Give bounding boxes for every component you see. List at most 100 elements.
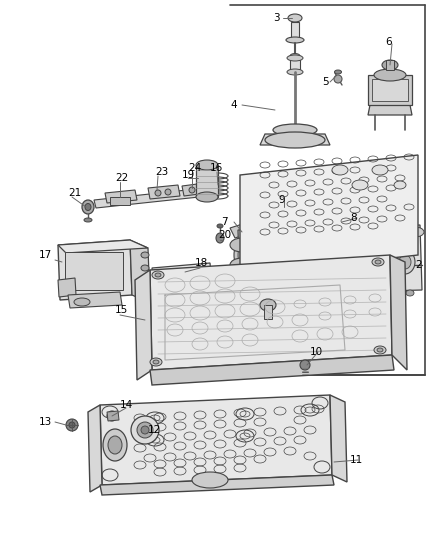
Ellipse shape: [398, 255, 410, 269]
Ellipse shape: [141, 289, 148, 295]
Text: 4: 4: [230, 100, 237, 110]
Polygon shape: [230, 220, 259, 238]
Text: 8: 8: [349, 213, 356, 223]
Polygon shape: [135, 270, 152, 380]
Text: 22: 22: [115, 173, 128, 183]
Polygon shape: [367, 105, 411, 115]
Ellipse shape: [141, 426, 148, 434]
Ellipse shape: [299, 360, 309, 370]
Ellipse shape: [141, 252, 148, 258]
Ellipse shape: [286, 55, 302, 61]
Ellipse shape: [288, 227, 306, 237]
Text: 21: 21: [68, 188, 81, 198]
Polygon shape: [150, 255, 391, 370]
Polygon shape: [68, 292, 122, 308]
Bar: [195, 165, 218, 197]
Ellipse shape: [141, 265, 148, 271]
Ellipse shape: [316, 250, 336, 274]
Ellipse shape: [380, 290, 388, 296]
Ellipse shape: [346, 255, 358, 269]
Ellipse shape: [230, 273, 254, 287]
Polygon shape: [107, 411, 119, 421]
Ellipse shape: [376, 280, 390, 290]
Polygon shape: [329, 395, 346, 482]
Text: 3: 3: [273, 13, 279, 23]
Ellipse shape: [368, 250, 388, 274]
Text: 20: 20: [218, 230, 230, 240]
Ellipse shape: [320, 255, 332, 269]
Polygon shape: [100, 395, 331, 485]
Text: 6: 6: [384, 37, 391, 47]
Ellipse shape: [74, 298, 90, 306]
Ellipse shape: [153, 360, 159, 364]
Polygon shape: [237, 225, 421, 295]
Ellipse shape: [308, 227, 326, 237]
Ellipse shape: [152, 271, 164, 279]
Ellipse shape: [165, 189, 171, 195]
Ellipse shape: [334, 217, 344, 227]
Polygon shape: [130, 240, 150, 303]
Ellipse shape: [276, 201, 292, 209]
Polygon shape: [58, 278, 76, 297]
Text: 9: 9: [277, 195, 284, 205]
Ellipse shape: [265, 132, 324, 148]
Ellipse shape: [290, 290, 298, 296]
Ellipse shape: [342, 250, 362, 274]
Ellipse shape: [272, 280, 286, 290]
Ellipse shape: [334, 70, 341, 74]
Ellipse shape: [84, 218, 92, 222]
Text: 11: 11: [349, 455, 362, 465]
Text: 13: 13: [39, 417, 52, 427]
Ellipse shape: [215, 233, 223, 243]
Polygon shape: [58, 240, 148, 253]
Ellipse shape: [69, 422, 75, 428]
Ellipse shape: [230, 258, 254, 272]
Polygon shape: [259, 134, 329, 145]
Polygon shape: [88, 405, 102, 492]
Ellipse shape: [287, 14, 301, 22]
Text: 24: 24: [187, 163, 201, 173]
Polygon shape: [150, 355, 393, 385]
Ellipse shape: [189, 187, 194, 193]
Ellipse shape: [371, 258, 383, 266]
Bar: [385, 60, 393, 70]
Ellipse shape: [324, 280, 338, 290]
Bar: [290, 58, 299, 72]
Ellipse shape: [368, 227, 386, 237]
Ellipse shape: [82, 200, 94, 214]
Ellipse shape: [290, 250, 310, 274]
Ellipse shape: [108, 436, 122, 454]
Text: 14: 14: [120, 400, 133, 410]
Text: 10: 10: [309, 347, 322, 357]
Ellipse shape: [286, 69, 302, 75]
Ellipse shape: [141, 277, 148, 283]
Bar: [263, 305, 272, 319]
Ellipse shape: [405, 227, 423, 237]
Ellipse shape: [381, 60, 397, 70]
Ellipse shape: [333, 75, 341, 83]
Polygon shape: [58, 240, 132, 300]
Ellipse shape: [268, 255, 280, 269]
Ellipse shape: [331, 165, 347, 175]
Ellipse shape: [376, 348, 382, 352]
Bar: [290, 22, 298, 40]
Polygon shape: [389, 255, 406, 370]
Ellipse shape: [107, 411, 117, 421]
Text: 2: 2: [414, 260, 420, 270]
Polygon shape: [240, 155, 417, 275]
Ellipse shape: [131, 416, 159, 444]
Ellipse shape: [348, 227, 366, 237]
Ellipse shape: [233, 260, 261, 296]
Text: 5: 5: [321, 77, 328, 87]
Bar: [367, 75, 411, 105]
Ellipse shape: [320, 290, 328, 296]
Ellipse shape: [350, 280, 364, 290]
Ellipse shape: [237, 239, 258, 271]
Text: 12: 12: [148, 425, 161, 435]
Bar: [110, 197, 130, 205]
Polygon shape: [105, 190, 137, 203]
Text: 18: 18: [194, 258, 208, 268]
Ellipse shape: [272, 124, 316, 136]
Ellipse shape: [388, 227, 406, 237]
Ellipse shape: [150, 358, 162, 366]
